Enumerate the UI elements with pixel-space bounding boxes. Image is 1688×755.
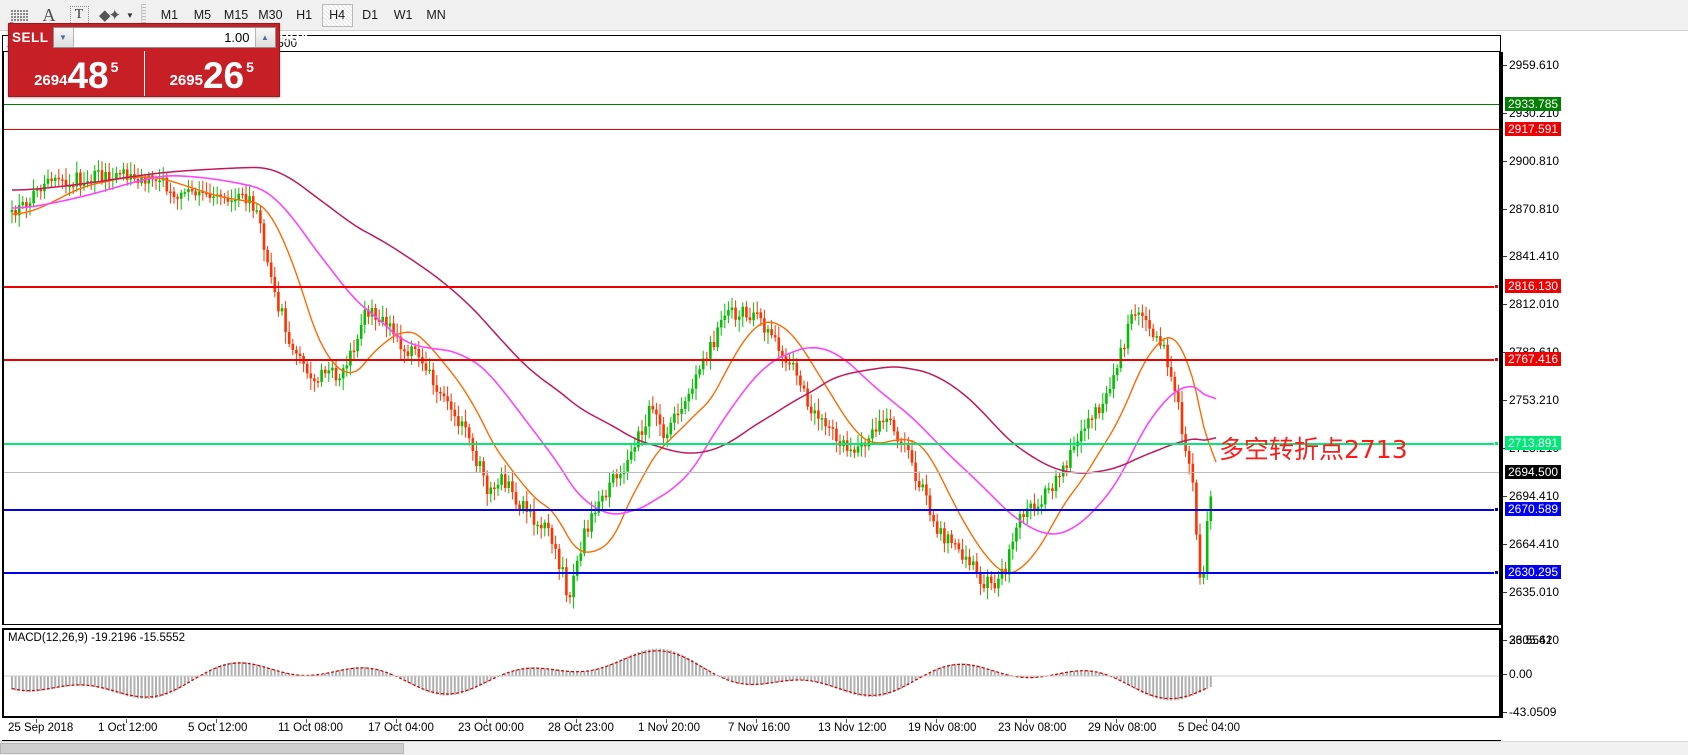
price-tick: 2900.810 xyxy=(1509,154,1559,168)
timeframe-h4[interactable]: H4 xyxy=(322,4,353,27)
time-tick-label: 28 Oct 23:00 xyxy=(548,722,614,734)
price-badge-level-2630[interactable]: 2630.295 xyxy=(1505,565,1561,579)
level-handle[interactable] xyxy=(1494,357,1499,362)
buy-price-main: 26 xyxy=(203,58,244,94)
candlestick-series xyxy=(11,160,1212,608)
timeframe-w1[interactable]: W1 xyxy=(388,4,419,27)
macd-tick: -43.0509 xyxy=(1509,705,1556,719)
price-tick: 2753.210 xyxy=(1509,393,1559,407)
price-badge-level-current-bid[interactable]: 2694.500 xyxy=(1505,465,1561,479)
chart-area: SP500-,H4 2694.500 2694.500 2694.500 269… xyxy=(0,31,1688,755)
annotation-text: 多空转折点2713 xyxy=(1219,430,1408,466)
price-scale[interactable]: 2959.610 2930.210 2900.810 2870.810 2841.410… xyxy=(1501,52,1688,718)
time-tick-label: 29 Nov 08:00 xyxy=(1088,722,1156,734)
level-handle[interactable] xyxy=(1494,441,1499,446)
price-badge-level-2713[interactable]: 2713.891 xyxy=(1505,436,1561,450)
timeframe-h1[interactable]: H1 xyxy=(289,4,320,27)
level-line-level-2670[interactable] xyxy=(4,509,1499,511)
level-line-level-2816[interactable] xyxy=(4,286,1499,288)
timeframe-mn[interactable]: MN xyxy=(421,4,452,27)
time-tick-label: 13 Nov 12:00 xyxy=(818,722,886,734)
sell-price-main: 48 xyxy=(67,58,108,94)
price-badge-level-2917[interactable]: 2917.591 xyxy=(1505,122,1561,136)
time-tick-label: 1 Oct 12:00 xyxy=(98,722,157,734)
time-tick-label: 1 Nov 20:00 xyxy=(638,722,700,734)
price-badge-level-2933[interactable]: 2933.785 xyxy=(1505,97,1561,111)
time-tick-label: 5 Dec 04:00 xyxy=(1178,722,1240,734)
price-tick: 2812.010 xyxy=(1509,297,1559,311)
sell-price-prefix: 2694 xyxy=(34,72,67,94)
level-handle[interactable] xyxy=(1494,507,1499,512)
price-badge-level-2816[interactable]: 2816.130 xyxy=(1505,279,1561,293)
level-line-level-2767[interactable] xyxy=(4,359,1499,361)
buy-price-fraction: 5 xyxy=(244,59,254,94)
ma-crimson-line xyxy=(12,167,1216,473)
one-click-trading-panel[interactable]: SELL ▼ ▲ BUY 2694 48 5 2695 26 5 xyxy=(8,23,280,97)
macd-label: MACD(12,26,9) -19.2196 -15.5552 xyxy=(8,632,185,644)
time-tick-label: 7 Nov 16:00 xyxy=(728,722,790,734)
macd-series-layer xyxy=(4,630,1499,716)
buy-price-prefix: 2695 xyxy=(170,72,203,94)
price-tick: 2694.410 xyxy=(1509,489,1559,503)
volume-stepper[interactable]: ▼ ▲ xyxy=(53,27,276,48)
level-line-level-2630[interactable] xyxy=(4,572,1499,574)
price-tick: 2959.610 xyxy=(1509,58,1559,72)
time-tick-label: 17 Oct 04:00 xyxy=(368,722,434,734)
level-line-level-2917[interactable] xyxy=(4,129,1499,130)
macd-pane[interactable]: MACD(12,26,9) -19.2196 -15.5552 xyxy=(2,628,1501,718)
macd-histogram xyxy=(11,649,1212,701)
time-tick-label: 19 Nov 08:00 xyxy=(908,722,976,734)
level-handle[interactable] xyxy=(1494,284,1499,289)
price-tick: 2635.010 xyxy=(1509,585,1559,599)
level-line-level-2933[interactable] xyxy=(4,104,1499,105)
buy-button[interactable]: BUY xyxy=(280,30,310,45)
horizontal-scrollbar[interactable] xyxy=(0,741,1688,755)
timeframe-d1[interactable]: D1 xyxy=(355,4,386,27)
sell-button[interactable]: SELL xyxy=(12,30,49,45)
macd-tick: 33.5542 xyxy=(1509,633,1552,647)
sell-price-fraction: 5 xyxy=(109,59,119,94)
chevron-down-icon[interactable]: ▼ xyxy=(126,11,134,20)
volume-input[interactable] xyxy=(74,30,255,45)
time-axis[interactable]: 25 Sep 2018 1 Oct 12:00 5 Oct 12:00 11 Oct … xyxy=(2,719,1501,741)
volume-increase-button[interactable]: ▲ xyxy=(255,28,275,47)
time-tick-label: 11 Oct 08:00 xyxy=(278,722,343,734)
scrollbar-thumb[interactable] xyxy=(0,743,404,754)
sell-price-display[interactable]: 2694 48 5 xyxy=(9,51,145,96)
time-tick-label: 5 Oct 12:00 xyxy=(188,722,247,734)
time-tick-label: 23 Oct 00:00 xyxy=(458,722,524,734)
price-series-layer xyxy=(4,52,1499,625)
price-tick: 2664.410 xyxy=(1509,537,1559,551)
price-badge-level-2767[interactable]: 2767.416 xyxy=(1505,352,1561,366)
volume-decrease-button[interactable]: ▼ xyxy=(54,28,74,47)
price-tick: 2870.810 xyxy=(1509,202,1559,216)
time-tick-label: 23 Nov 08:00 xyxy=(998,722,1066,734)
buy-price-display[interactable]: 2695 26 5 xyxy=(145,51,280,96)
time-tick-label: 25 Sep 2018 xyxy=(8,722,73,734)
price-tick: 2841.410 xyxy=(1509,249,1559,263)
price-plot[interactable]: 多空转折点2713 xyxy=(2,52,1501,625)
level-line-level-current-bid[interactable] xyxy=(4,472,1499,473)
macd-tick: 0.00 xyxy=(1509,667,1532,681)
level-handle[interactable] xyxy=(1494,570,1499,575)
price-badge-level-2670[interactable]: 2670.589 xyxy=(1505,502,1561,516)
